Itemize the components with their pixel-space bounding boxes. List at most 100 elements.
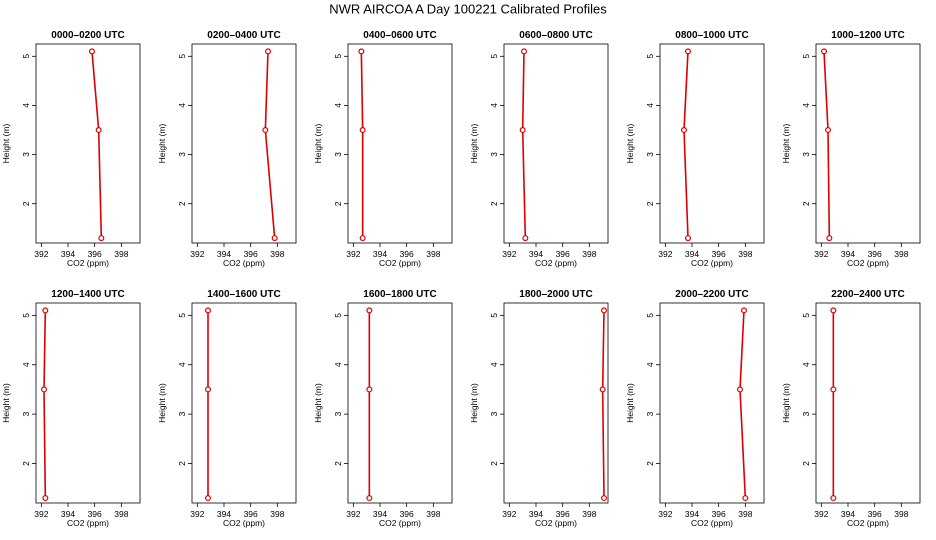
x-tick-label: 396 [868, 509, 882, 519]
x-tick-label: 392 [190, 509, 204, 519]
panel-title: 1800–2000 UTC [519, 289, 592, 300]
data-point [740, 307, 747, 314]
x-axis-label: CO2 (ppm) [379, 258, 421, 268]
y-tick-label: 4 [645, 103, 655, 108]
data-point [359, 126, 366, 133]
y-tick-label: 2 [21, 201, 31, 206]
y-tick-label: 3 [333, 152, 343, 157]
profile-line [91, 51, 103, 239]
y-tick-label: 4 [177, 362, 187, 367]
profile-line [43, 310, 47, 499]
plot-frame [347, 302, 453, 504]
y-tick-label: 3 [645, 152, 655, 157]
y-tick-label: 5 [177, 313, 187, 318]
data-point [366, 307, 373, 314]
y-tick-label: 2 [333, 201, 343, 206]
y-tick-label: 2 [645, 461, 655, 466]
data-point [684, 235, 691, 242]
y-axis-label: Height (m) [781, 124, 791, 164]
panel-8: 1400–1600 UTC 392 394 396 398 CO2 (ppm) 2 3 4 5 He… [157, 289, 297, 528]
panel-title: 1000–1200 UTC [831, 30, 904, 41]
y-tick-label: 5 [645, 54, 655, 59]
x-tick-label: 396 [868, 249, 882, 259]
x-axis-label: CO2 (ppm) [223, 518, 265, 528]
y-tick-label: 2 [801, 201, 811, 206]
panel-title: 1400–1600 UTC [207, 289, 280, 300]
x-tick-label: 394 [529, 249, 543, 259]
panel-6: 1000–1200 UTC 392 394 396 398 CO2 (ppm) 2 3 4 5 He… [781, 30, 921, 268]
x-tick-label: 392 [658, 509, 672, 519]
y-tick-label: 5 [21, 313, 31, 318]
panel-title: 1600–1800 UTC [363, 289, 436, 300]
panel-3: 0400–0600 UTC 392 394 396 398 CO2 (ppm) 2 3 4 5 He… [313, 30, 453, 268]
x-tick-label: 398 [270, 249, 284, 259]
x-tick-label: 392 [502, 509, 516, 519]
panel-4: 0600–0800 UTC 392 394 396 398 CO2 (ppm) 2 3 4 5 He… [469, 30, 609, 268]
data-point [271, 235, 278, 242]
panel-1: 0000–0200 UTC 392 394 396 398 CO2 (ppm) 2 3 4 5 He… [1, 30, 141, 268]
data-point [520, 48, 527, 55]
data-point [830, 307, 837, 314]
y-tick-label: 2 [489, 201, 499, 206]
y-tick-label: 5 [645, 313, 655, 318]
x-tick-label: 396 [88, 249, 102, 259]
plot-frame [191, 302, 297, 504]
x-tick-label: 392 [814, 249, 828, 259]
panel-title: 0800–1000 UTC [675, 30, 748, 41]
x-tick-label: 396 [556, 249, 570, 259]
y-tick-label: 5 [21, 54, 31, 59]
y-axis-label: Height (m) [781, 383, 791, 423]
x-axis-label: CO2 (ppm) [847, 518, 889, 528]
profile-line [823, 51, 831, 239]
x-tick-label: 396 [712, 249, 726, 259]
data-point [358, 48, 365, 55]
panel-title: 2200–2400 UTC [831, 289, 904, 300]
x-tick-label: 398 [114, 249, 128, 259]
y-tick-label: 4 [645, 362, 655, 367]
panel-11: 2000–2200 UTC 392 394 396 398 CO2 (ppm) 2 3 4 5 He… [625, 289, 765, 528]
y-tick-label: 5 [333, 54, 343, 59]
y-axis-label: Height (m) [313, 124, 323, 164]
plot-frame [191, 43, 297, 244]
data-point [366, 495, 373, 502]
x-tick-label: 398 [582, 509, 596, 519]
data-point [680, 126, 687, 133]
data-point [736, 386, 743, 393]
x-axis-label: CO2 (ppm) [691, 518, 733, 528]
x-tick-label: 394 [61, 249, 75, 259]
plot-frame [659, 43, 765, 244]
y-tick-label: 2 [177, 201, 187, 206]
profile-line [264, 51, 276, 239]
y-tick-label: 4 [489, 103, 499, 108]
x-tick-label: 394 [841, 249, 855, 259]
y-tick-label: 2 [645, 201, 655, 206]
panel-title: 2000–2200 UTC [675, 289, 748, 300]
y-tick-label: 5 [801, 54, 811, 59]
x-tick-label: 398 [114, 509, 128, 519]
x-tick-label: 396 [712, 509, 726, 519]
y-tick-label: 5 [333, 313, 343, 318]
plot-frame [503, 302, 609, 504]
y-axis-label: Height (m) [469, 383, 479, 423]
y-tick-label: 2 [21, 461, 31, 466]
plot-frame [815, 302, 921, 504]
panel-2: 0200–0400 UTC 392 394 396 398 CO2 (ppm) 2 3 4 5 He… [157, 30, 297, 268]
x-axis-label: CO2 (ppm) [847, 258, 889, 268]
panel-grid: 0000–0200 UTC 392 394 396 398 CO2 (ppm) 2 3 4 5 He… [1, 30, 921, 528]
x-tick-label: 392 [814, 509, 828, 519]
x-axis-label: CO2 (ppm) [535, 258, 577, 268]
data-point [824, 126, 831, 133]
x-tick-label: 394 [373, 509, 387, 519]
x-tick-label: 398 [270, 509, 284, 519]
x-tick-label: 396 [244, 249, 258, 259]
panel-title: 0400–0600 UTC [363, 30, 436, 41]
x-axis-label: CO2 (ppm) [223, 258, 265, 268]
x-tick-label: 394 [841, 509, 855, 519]
y-axis-label: Height (m) [157, 383, 167, 423]
y-tick-label: 3 [801, 152, 811, 157]
y-tick-label: 3 [21, 411, 31, 416]
x-tick-label: 392 [34, 249, 48, 259]
x-tick-label: 398 [894, 249, 908, 259]
panel-9: 1600–1800 UTC 392 394 396 398 CO2 (ppm) 2 3 4 5 He… [313, 289, 453, 528]
